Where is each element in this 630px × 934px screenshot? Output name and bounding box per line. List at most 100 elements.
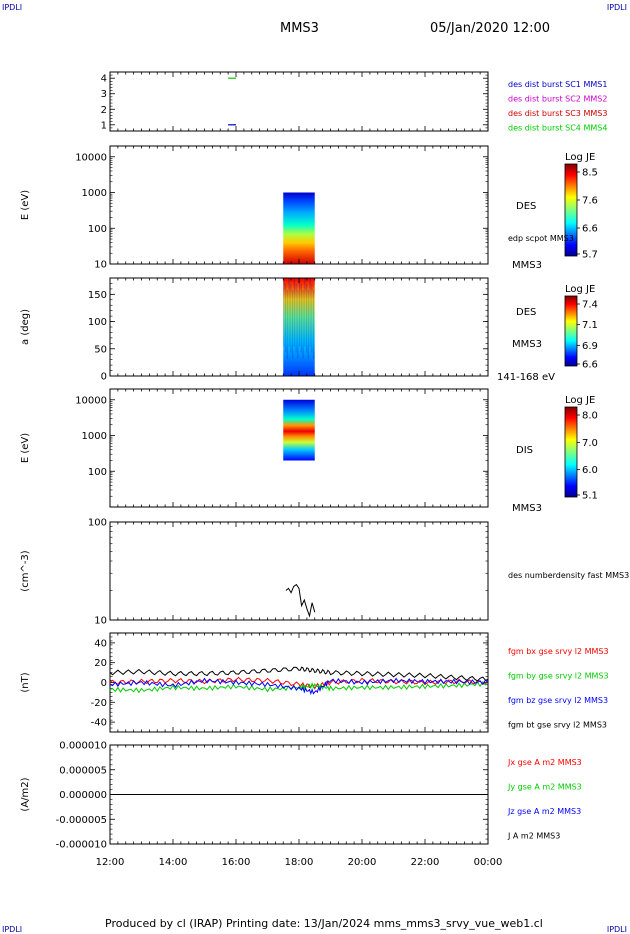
legend-entry: Jx gse A m2 MMS3: [507, 758, 582, 767]
corner-label-top-left: IPDLI: [2, 3, 23, 12]
legend-entry: des dist burst SC1 MMS1: [508, 80, 607, 89]
y-tick-label: 0: [101, 678, 107, 689]
y-tick-label: 150: [88, 290, 107, 301]
y-tick-label: 1000: [82, 431, 107, 442]
pitch-streak: [309, 278, 311, 347]
x-tick-label: 22:00: [411, 857, 440, 868]
dis-energy-colorbar-title: Log JE: [565, 395, 595, 406]
density-panel: [109, 521, 489, 621]
des-energy-heatmap: [283, 192, 315, 264]
legend-entry: fgm bt gse srvy l2 MMS3: [508, 721, 607, 730]
y-tick-label: 20: [94, 658, 107, 669]
des-pitch-colorbar: [564, 295, 578, 367]
legend-entry: des dist burst SC4 MMS4: [508, 124, 607, 133]
pitch-streak: [306, 284, 308, 353]
y-tick-label: 4: [101, 74, 107, 85]
pitch-streak: [293, 278, 295, 347]
colorbar-tick-label: 6.9: [582, 341, 598, 352]
colorbar-tick-label: 8.5: [582, 168, 598, 179]
y-tick-label: 10: [94, 260, 107, 271]
corner-label-bottom-right: IPDLI: [606, 925, 627, 934]
colorbar-tick-label: 6.6: [582, 360, 598, 371]
y-tick-label: 100: [88, 467, 107, 478]
x-tick-label: 12:00: [96, 857, 125, 868]
current-density-ylabel: (A/m2): [20, 777, 31, 811]
y-tick-label: 0.000000: [59, 790, 107, 801]
burst-frame: [109, 71, 489, 132]
y-tick-label: 40: [94, 638, 107, 649]
pitch-streak: [304, 278, 306, 347]
pitch-streak: [299, 278, 301, 347]
des-energy-spacecraft-label: MMS3: [512, 260, 542, 271]
des-pitch-instrument-label: DES: [516, 307, 536, 318]
colorbar-tick-label: 7.0: [582, 438, 598, 449]
y-tick-label: 100: [88, 224, 107, 235]
y-tick-label: 50: [94, 344, 107, 355]
legend-entry: fgm by gse srvy l2 MMS3: [508, 672, 609, 681]
legend-entry: Jy gse A m2 MMS3: [507, 783, 582, 792]
des-energy-panel: [109, 145, 580, 265]
burst-panel: [109, 71, 489, 132]
pitch-streak: [307, 290, 309, 359]
spacecraft-title: MMS3: [280, 21, 319, 36]
pitch-streak: [300, 284, 302, 353]
colorbar-tick-label: 7.1: [582, 320, 598, 331]
y-tick-label: 3: [101, 89, 107, 100]
des-pitch-spacecraft-label: MMS3: [512, 339, 542, 350]
dis-energy-instrument-label: DIS: [516, 445, 533, 456]
magnetic-field-ylabel: (nT): [20, 672, 31, 692]
y-tick-label: 10000: [75, 152, 107, 163]
y-tick-label: 0.000005: [59, 765, 107, 776]
des-pitch-ylabel: a (deg): [20, 309, 31, 345]
dis-energy-ylabel: E (eV): [20, 433, 31, 463]
colorbar-tick-label: 6.0: [582, 465, 598, 476]
des-pitch-heatmap: [283, 278, 315, 376]
dis-energy-heatmap: [283, 399, 315, 461]
y-tick-label: -0.000010: [56, 840, 107, 851]
plot-datetime: 05/Jan/2020 12:00: [430, 21, 551, 36]
colorbar-tick-label: 6.6: [582, 224, 598, 235]
y-tick-label: 10: [94, 616, 107, 627]
des-energy-colorbar-title: Log JE: [565, 152, 595, 163]
colorbar-tick-label: 7.6: [582, 196, 598, 207]
y-tick-label: -20: [91, 698, 107, 709]
dis-energy-panel: [109, 388, 580, 508]
legend-entry: J A m2 MMS3: [507, 832, 560, 841]
pitch-streak: [295, 284, 297, 353]
x-tick-label: 00:00: [474, 857, 503, 868]
legend-entry: fgm bx gse srvy l2 MMS3: [508, 647, 609, 656]
magnetic-field-series-line: [109, 681, 489, 694]
current-density-panel: [109, 744, 489, 845]
edp-scpot-label: edp scpot MMS3: [508, 234, 574, 243]
magnetic-field-panel: [109, 632, 489, 733]
legend-entry: des numberdensity fast MMS3: [508, 571, 629, 580]
corner-label-bottom-left: IPDLI: [2, 925, 23, 934]
y-tick-label: 100: [88, 317, 107, 328]
colorbar-tick-label: 5.1: [582, 491, 598, 502]
density-ylabel: (cm^-3): [20, 550, 31, 591]
density-frame: [109, 521, 489, 621]
y-tick-label: -0.000005: [56, 815, 107, 826]
x-tick-label: 16:00: [222, 857, 251, 868]
magnetic-field-series-line: [109, 666, 489, 682]
pitch-streak: [283, 278, 285, 347]
pitch-streak: [290, 284, 292, 353]
dis-energy-spacecraft-label: MMS3: [512, 503, 542, 514]
des-energy-colorbar: [564, 163, 578, 257]
legend-entry: fgm bz gse srvy l2 MMS3: [508, 696, 608, 705]
y-tick-label: 0.000010: [59, 741, 107, 752]
density-series-line: [285, 583, 316, 618]
pitch-streak: [285, 284, 287, 353]
des-pitch-panel: [109, 277, 580, 377]
pitch-streak: [286, 290, 288, 359]
dis-energy-colorbar: [564, 406, 578, 498]
colorbar-tick-label: 7.4: [582, 300, 598, 311]
y-tick-label: 10000: [75, 395, 107, 406]
magnetic-field-series-line: [109, 677, 489, 696]
pitch-streak: [297, 290, 299, 359]
y-tick-label: -40: [91, 718, 107, 729]
legend-entry: des dist burst SC3 MMS3: [508, 109, 607, 118]
y-tick-label: 0: [101, 372, 107, 383]
pitch-streak: [302, 290, 304, 359]
